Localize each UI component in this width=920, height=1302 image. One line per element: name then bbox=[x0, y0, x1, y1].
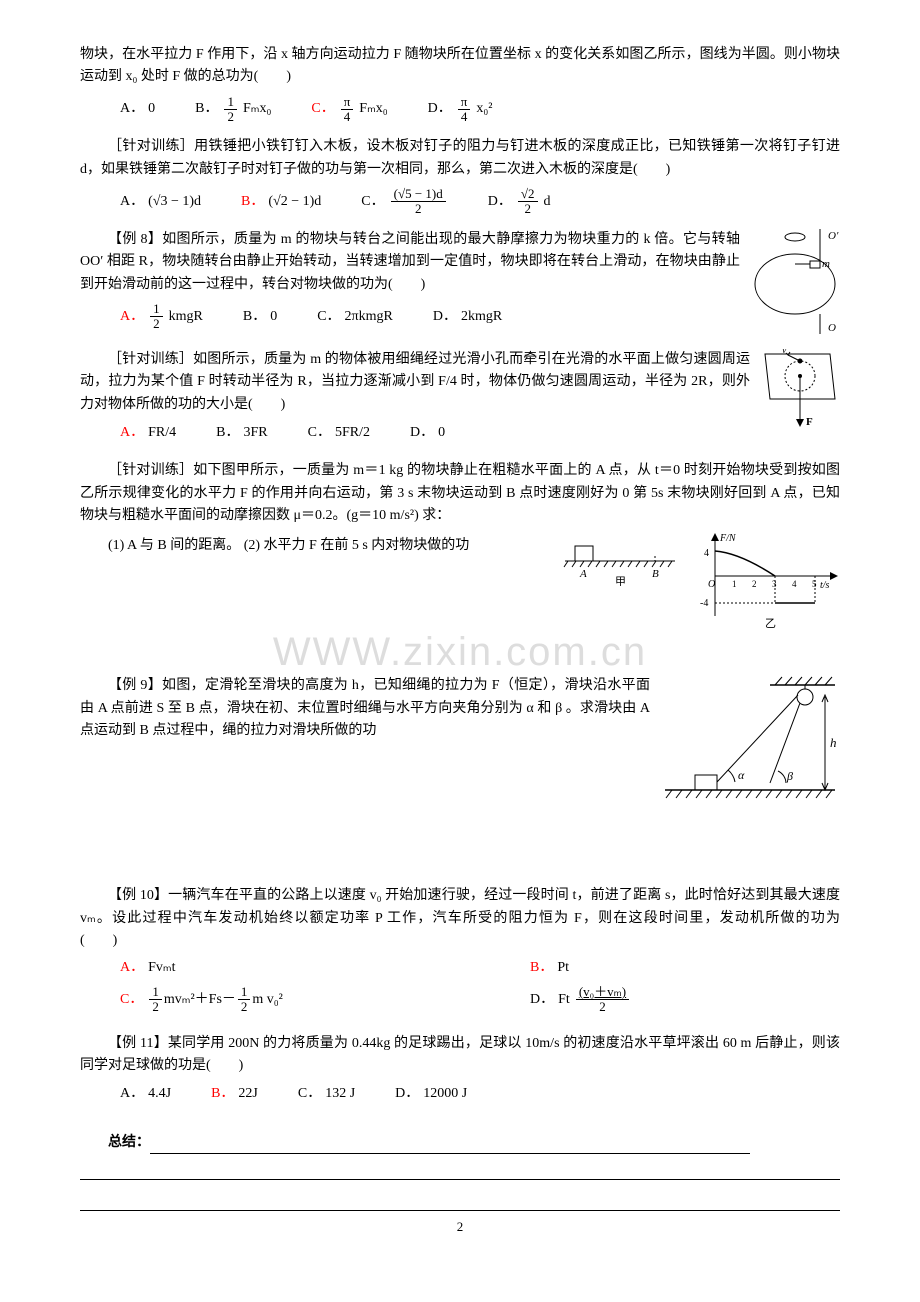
svg-text:B: B bbox=[652, 568, 659, 580]
opt-a: A．0 bbox=[120, 95, 155, 125]
t1-c: C．(√5 − 1)d2 bbox=[361, 187, 447, 217]
opt-b: B．12Fₘx₀ bbox=[195, 95, 271, 125]
trainft-fig-right: F/N t/s 4 -4 O 12345 乙 bbox=[690, 531, 840, 631]
ex11-b: B．22J bbox=[211, 1083, 258, 1105]
svg-text:O: O bbox=[708, 579, 715, 590]
svg-text:2: 2 bbox=[752, 579, 757, 589]
ex11-c: C．132 J bbox=[298, 1083, 355, 1105]
train8-text: ［针对训练］如图所示，质量为 m 的物体被用细绳经过光滑小孔而牵引在光滑的水平面… bbox=[80, 349, 840, 416]
svg-text:-4: -4 bbox=[700, 598, 708, 609]
ex8-options: A．12kmgR B．0 C．2πkmgR D．2kmgR bbox=[120, 302, 740, 332]
summary-label: 总结： bbox=[108, 1135, 150, 1150]
opt-c: C．π4Fₘx₀ bbox=[311, 95, 387, 125]
trainft-q1: (1) A 与 B 间的距离。 (2) 水平力 F 在前 5 s 内对物块做的功 bbox=[80, 535, 550, 557]
ex11-text: 【例 11】某同学用 200N 的力将质量为 0.44kg 的足球踢出，足球以 … bbox=[80, 1033, 840, 1078]
page-number: 2 bbox=[80, 1217, 840, 1238]
svg-text:O: O bbox=[828, 322, 836, 334]
svg-text:m: m bbox=[822, 258, 830, 270]
ex8-text: 【例 8】如图所示，质量为 m 的物块与转台之间能出现的最大静摩擦力为物块重力的… bbox=[80, 229, 840, 296]
t8-b: B．3FR bbox=[216, 422, 267, 444]
ex10-a: A．Fvₘt bbox=[120, 957, 430, 979]
ex10-b: B．Pt bbox=[530, 957, 840, 979]
svg-text:F/N: F/N bbox=[719, 533, 737, 544]
ex11-a: A．4.4J bbox=[120, 1083, 171, 1105]
svg-text:4: 4 bbox=[792, 579, 797, 589]
svg-text:v: v bbox=[782, 349, 787, 356]
opt-d: D．π4x₀² bbox=[428, 95, 493, 125]
ex8-a: A．12kmgR bbox=[120, 302, 203, 332]
ex10-c: C．12mvₘ²＋Fs－12m v₀² bbox=[120, 985, 430, 1015]
trainft-fig-left: A B 甲 bbox=[560, 531, 680, 586]
train1-options: A．(√3 − 1)d B．(√2 − 1)d C．(√5 − 1)d2 D．√… bbox=[120, 187, 840, 217]
ex8-d: D．2kmgR bbox=[433, 302, 502, 332]
t1-d: D．√22d bbox=[488, 187, 551, 217]
ex11-options: A．4.4J B．22J C．132 J D．12000 J bbox=[120, 1083, 840, 1105]
t8-c: C．5FR/2 bbox=[308, 422, 370, 444]
svg-text:h: h bbox=[830, 735, 837, 750]
svg-text:t/s: t/s bbox=[820, 580, 830, 591]
svg-text:α: α bbox=[738, 768, 745, 782]
summary: 总结： bbox=[80, 1132, 840, 1154]
summary-blank-2 bbox=[80, 1160, 840, 1180]
ex8-b: B．0 bbox=[243, 302, 277, 332]
svg-text:甲: 甲 bbox=[615, 576, 626, 586]
summary-blank-1 bbox=[150, 1140, 750, 1154]
svg-text:β: β bbox=[786, 769, 793, 783]
train8-options: A．FR/4 B．3FR C．5FR/2 D．0 bbox=[120, 422, 750, 444]
ex8-figure: O′ m O bbox=[750, 229, 840, 339]
t1-b: B．(√2 − 1)d bbox=[241, 187, 321, 217]
t8-a: A．FR/4 bbox=[120, 422, 176, 444]
svg-text:A: A bbox=[579, 568, 587, 580]
ex11-d: D．12000 J bbox=[395, 1083, 467, 1105]
ex9-figure: h α β bbox=[660, 675, 840, 815]
svg-text:O′: O′ bbox=[828, 230, 839, 242]
svg-text:F: F bbox=[806, 416, 813, 428]
intro-options: A．0 B．12Fₘx₀ C．π4Fₘx₀ D．π4x₀² bbox=[120, 95, 840, 125]
ex8-c: C．2πkmgR bbox=[317, 302, 393, 332]
train1-text: ［针对训练］用铁锤把小铁钉钉入木板，设木板对钉子的阻力与钉进木板的深度成正比，已… bbox=[80, 136, 840, 181]
train8-figure: v F bbox=[760, 349, 840, 434]
svg-text:乙: 乙 bbox=[765, 617, 776, 630]
svg-text:4: 4 bbox=[704, 548, 709, 559]
ex10-options: A．Fvₘt C．12mvₘ²＋Fs－12m v₀² B．Pt D．Ft(v₀＋… bbox=[120, 957, 840, 1015]
ex10-text: 【例 10】一辆汽车在平直的公路上以速度 v₀ 开始加速行驶，经过一段时间 t，… bbox=[80, 885, 840, 952]
intro-text: 物块，在水平拉力 F 作用下，沿 x 轴方向运动拉力 F 随物块所在位置坐标 x… bbox=[80, 44, 840, 89]
t8-d: D．0 bbox=[410, 422, 445, 444]
trainft-text: ［针对训练］如下图甲所示，一质量为 m＝1 kg 的物块静止在粗糙水平面上的 A… bbox=[80, 460, 840, 527]
page-divider bbox=[80, 1210, 840, 1211]
t1-a: A．(√3 − 1)d bbox=[120, 187, 201, 217]
svg-text:1: 1 bbox=[732, 579, 737, 589]
ex10-d: D．Ft(v₀＋vₘ)2 bbox=[530, 985, 840, 1015]
